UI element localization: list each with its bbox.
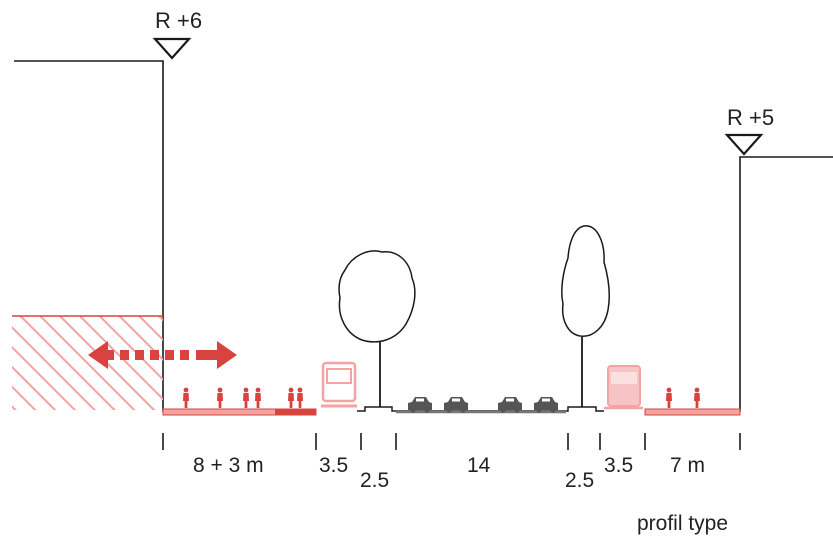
dimension-label-median-left: 2.5 [360, 469, 389, 492]
diagram-caption: profil type [637, 512, 728, 535]
dimension-label-sidewalk-right: 7 m [670, 454, 705, 477]
left-building [14, 60, 164, 412]
tree-icon [338, 250, 416, 407]
right-sidewalk [644, 408, 741, 416]
right-building [739, 156, 833, 412]
level-marker-icon [724, 133, 764, 156]
bus-icon [604, 365, 643, 410]
pedestrian-icon [694, 387, 700, 408]
dimension-label-bus-left: 3.5 [319, 454, 348, 477]
dimension-label-sidewalk-left: 8 + 3 m [193, 454, 264, 477]
tree-icon [561, 225, 610, 407]
pedestrian-icon [243, 387, 249, 408]
level-marker-icon [152, 37, 192, 60]
pedestrian-icon [217, 387, 223, 408]
bus-icon [321, 361, 357, 408]
double-arrow-icon [88, 341, 237, 369]
hatched-ground-floor [12, 315, 163, 410]
pedestrian-icon [297, 387, 303, 408]
dimension-label-road: 14 [467, 454, 491, 477]
dimension-label-bus-right: 3.5 [604, 454, 633, 477]
level-marker-right: R +5 [724, 105, 774, 156]
level-label-left: R +6 [155, 8, 202, 33]
level-marker-left: R +6 [152, 8, 202, 60]
pedestrian-icon [255, 387, 261, 408]
pedestrian-icon [183, 387, 189, 408]
left-sidewalk [162, 408, 317, 416]
dimension-label-median-right: 2.5 [565, 469, 594, 492]
level-label-right: R +5 [727, 105, 774, 130]
pedestrian-icon [666, 387, 672, 408]
dimension-ticks [162, 433, 741, 450]
pedestrian-icon [288, 387, 294, 408]
road [357, 406, 604, 414]
